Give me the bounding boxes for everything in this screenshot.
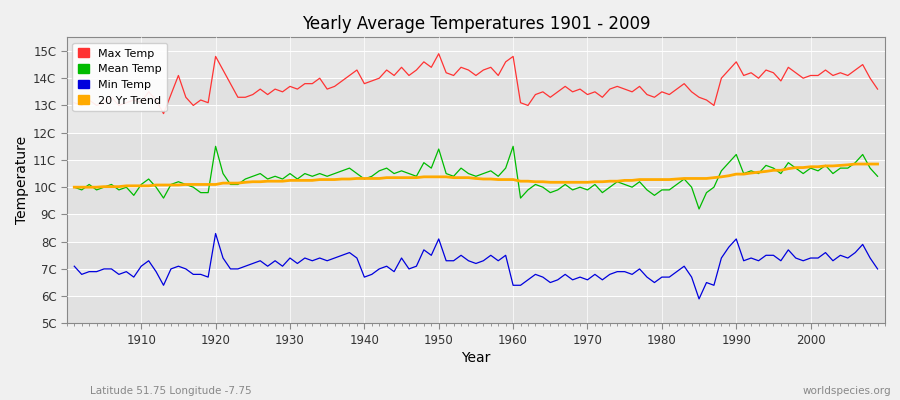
Bar xyxy=(67,106,885,133)
Text: Latitude 51.75 Longitude -7.75: Latitude 51.75 Longitude -7.75 xyxy=(90,386,252,396)
Bar xyxy=(67,51,885,78)
Legend: Max Temp, Mean Temp, Min Temp, 20 Yr Trend: Max Temp, Mean Temp, Min Temp, 20 Yr Tre… xyxy=(72,43,167,111)
Bar xyxy=(67,160,885,187)
Bar xyxy=(67,296,885,324)
Bar xyxy=(67,133,885,160)
Bar xyxy=(67,214,885,242)
Title: Yearly Average Temperatures 1901 - 2009: Yearly Average Temperatures 1901 - 2009 xyxy=(302,15,650,33)
Text: worldspecies.org: worldspecies.org xyxy=(803,386,891,396)
X-axis label: Year: Year xyxy=(461,351,491,365)
Bar xyxy=(67,78,885,106)
Y-axis label: Temperature: Temperature xyxy=(15,136,29,224)
Bar xyxy=(67,269,885,296)
Bar xyxy=(67,187,885,214)
Bar xyxy=(67,242,885,269)
